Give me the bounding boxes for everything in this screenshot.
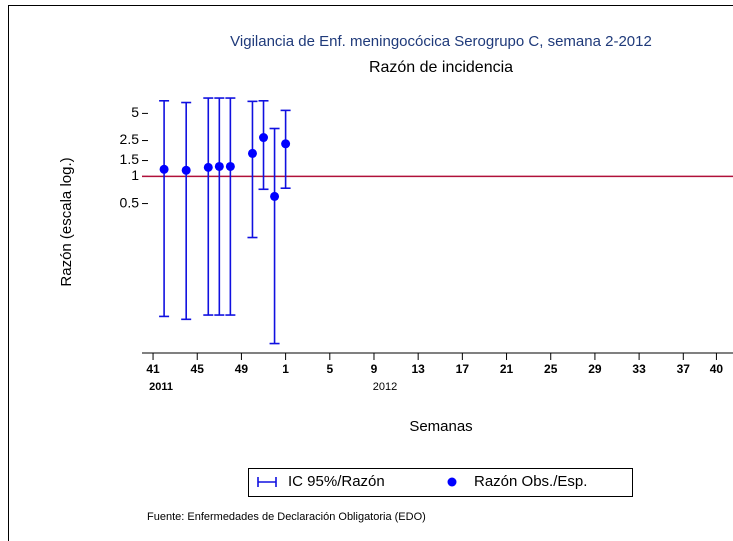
x-tick-label: 21 — [500, 362, 514, 376]
legend-label: Razón Obs./Esp. — [474, 473, 587, 490]
error-bar — [258, 99, 269, 191]
x-tick-label: 41 — [146, 362, 160, 376]
x-tick-label: 45 — [191, 362, 205, 376]
x-tick-label: 5 — [326, 362, 333, 376]
chart-title: Vigilancia de Enf. meningocócica Serogru… — [230, 33, 652, 50]
x-tick-label: 29 — [588, 362, 602, 376]
point — [225, 161, 235, 171]
point — [270, 191, 280, 201]
x-tick-label: 33 — [632, 362, 646, 376]
point — [214, 161, 224, 171]
error-bar — [181, 101, 192, 321]
legend-label: IC 95%/Razón — [288, 473, 385, 490]
chart-subtitle: Razón de incidencia — [369, 59, 513, 76]
x-tick-label: 1 — [282, 362, 289, 376]
point — [203, 162, 213, 172]
legend-swatch — [447, 477, 457, 487]
year-label: 2012 — [373, 381, 397, 393]
point — [281, 139, 291, 149]
y-axis-label: Razón (escala log.) — [58, 157, 75, 286]
error-bar — [225, 97, 236, 316]
error-bar — [159, 99, 170, 318]
error-bar — [203, 97, 214, 316]
x-tick-label: 49 — [235, 362, 249, 376]
x-tick-label: 13 — [411, 362, 425, 376]
y-tick-label: 2.5 — [120, 131, 140, 147]
frame — [8, 5, 733, 541]
point — [181, 165, 191, 175]
y-tick-label: 1 — [131, 167, 139, 183]
x-tick-label: 9 — [371, 362, 378, 376]
legend-box — [248, 468, 633, 497]
source-note: Fuente: Enfermedades de Declaración Obli… — [147, 511, 426, 523]
year-label: 2011 — [149, 381, 173, 393]
y-tick-label: 0.5 — [120, 194, 140, 210]
error-bar — [280, 109, 291, 190]
point — [259, 133, 269, 143]
x-tick-label: 17 — [456, 362, 470, 376]
point — [159, 164, 169, 174]
x-tick-label: 25 — [544, 362, 558, 376]
error-bar — [214, 97, 225, 316]
x-tick-label: 40 — [710, 362, 724, 376]
error-bar — [269, 127, 280, 345]
y-tick-label: 1.5 — [120, 151, 140, 167]
x-tick-label: 37 — [677, 362, 691, 376]
point — [247, 148, 257, 158]
x-axis-label: Semanas — [409, 418, 472, 435]
error-bar — [247, 100, 258, 239]
y-tick-label: 5 — [131, 104, 139, 120]
